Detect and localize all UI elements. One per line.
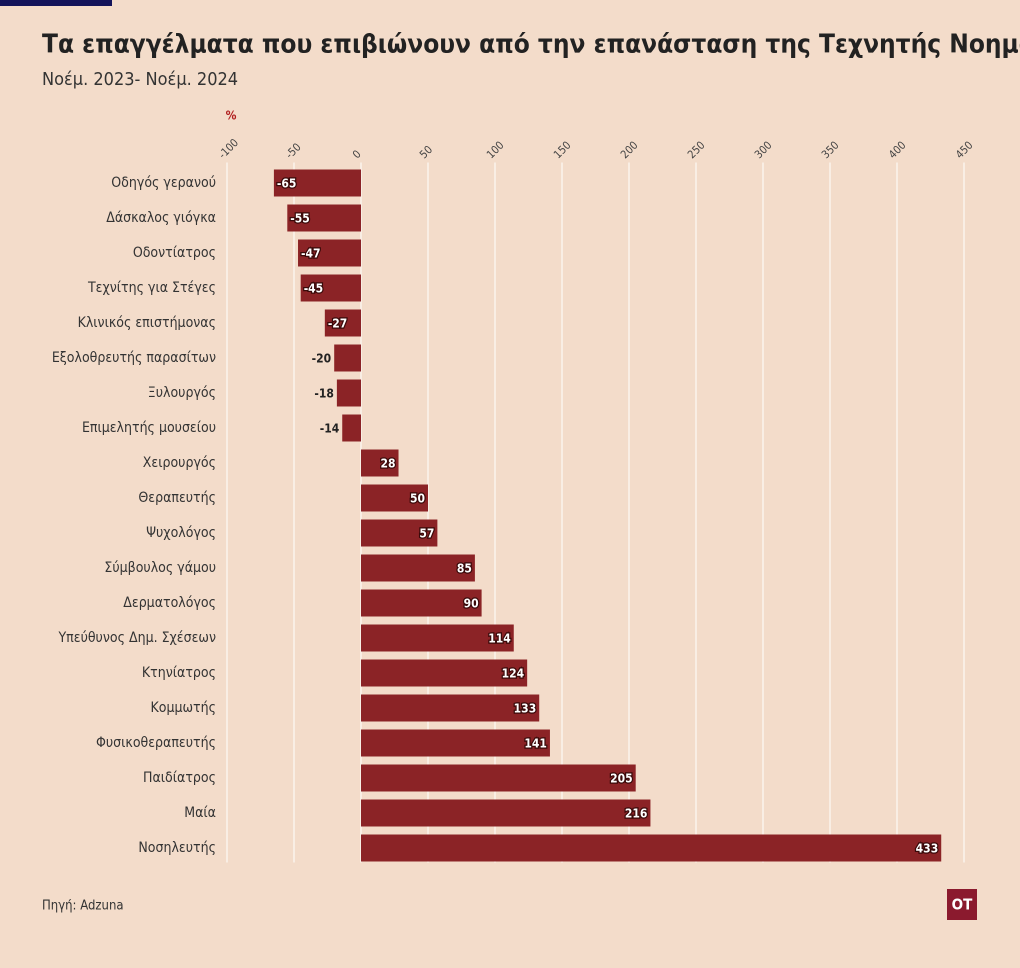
bar [336, 379, 361, 407]
bar [324, 309, 361, 337]
y-tick-label: Μαία [184, 805, 216, 821]
unit-label: % [226, 109, 237, 123]
x-tick-label: 200 [618, 139, 641, 162]
value-label: -45 [304, 282, 324, 296]
y-tick-label: Σύμβουλος γάμου [104, 560, 216, 576]
bar [361, 484, 428, 512]
value-label: 114 [488, 632, 511, 646]
value-label: -14 [320, 422, 340, 436]
value-label: 57 [419, 527, 434, 541]
value-label: 124 [502, 667, 525, 681]
bar [361, 449, 399, 477]
bar [361, 519, 438, 547]
y-tick-label: Θεραπευτής [138, 490, 216, 506]
value-label: 28 [380, 457, 395, 471]
value-label: -18 [314, 387, 334, 401]
source: Πηγή: Adzuna [42, 899, 124, 914]
bar [273, 169, 361, 197]
x-tick-label: 250 [685, 139, 708, 162]
bar [361, 554, 475, 582]
y-tick-label: Δερματολόγος [123, 595, 216, 611]
bar [342, 414, 361, 442]
value-label: 90 [464, 597, 479, 611]
x-tick-label: -50 [283, 141, 304, 162]
y-tick-label: Ψυχολόγος [146, 525, 216, 541]
y-tick-label: Επιμελητής μουσείου [82, 420, 216, 436]
value-label: -65 [277, 177, 297, 191]
chart-subtitle: Νοέμ. 2023- Νοέμ. 2024 [42, 69, 238, 90]
x-tick-label: 350 [819, 139, 842, 162]
logo-box [947, 889, 977, 920]
y-tick-label: Υπεύθυνος Δημ. Σχέσεων [57, 630, 216, 646]
bar [361, 659, 528, 687]
bar [361, 764, 636, 792]
x-tick-label: 0 [350, 148, 364, 162]
bar [361, 624, 514, 652]
accent-bar [0, 0, 112, 6]
y-tick-label: Κτηνίατρος [142, 665, 216, 681]
value-label: -27 [328, 317, 348, 331]
value-label: 85 [457, 562, 472, 576]
y-tick-label: Κομμωτής [151, 700, 217, 716]
y-tick-label: Χειρουργός [143, 455, 216, 471]
y-tick-label: Ξυλουργός [148, 385, 216, 401]
y-tick-label: Δάσκαλος γιόγκα [106, 210, 216, 226]
bar [361, 729, 550, 757]
value-label: 433 [916, 842, 939, 856]
x-tick-label: -100 [216, 136, 241, 161]
bar [334, 344, 361, 372]
bar [300, 274, 361, 302]
y-tick-label: Τεχνίτης για Στέγες [87, 280, 216, 296]
value-label: 205 [610, 772, 633, 786]
x-tick-label: 150 [551, 139, 574, 162]
y-tick-label: Οδηγός γερανού [111, 175, 216, 191]
value-label: 216 [625, 807, 648, 821]
value-label: 141 [524, 737, 547, 751]
y-tick-label: Φυσικοθεραπευτής [96, 735, 216, 751]
bar [361, 799, 651, 827]
chart-title: Τα επαγγέλματα που επιβιώνουν από την επ… [42, 30, 1020, 60]
x-tick-label: 100 [484, 139, 507, 162]
x-tick-label: 300 [752, 139, 775, 162]
y-tick-label: Νοσηλευτής [138, 840, 216, 856]
y-tick-label: Οδοντίατρος [133, 245, 216, 261]
value-label: 133 [514, 702, 537, 716]
value-label: 50 [410, 492, 425, 506]
x-tick-label: 50 [417, 143, 435, 161]
bar [287, 204, 361, 232]
logo: OT [952, 896, 973, 914]
value-label: -55 [290, 212, 310, 226]
bar [361, 589, 482, 617]
bar [298, 239, 361, 267]
y-tick-label: Εξολοθρευτής παρασίτων [52, 350, 216, 366]
x-tick-label: 400 [886, 139, 909, 162]
x-tick-label: 450 [953, 139, 976, 162]
bar [361, 834, 942, 862]
y-tick-label: Παιδίατρος [143, 770, 216, 786]
value-label: -47 [301, 247, 321, 261]
y-tick-label: Κλινικός επιστήμονας [78, 315, 216, 331]
bar [361, 694, 540, 722]
value-label: -20 [312, 352, 332, 366]
